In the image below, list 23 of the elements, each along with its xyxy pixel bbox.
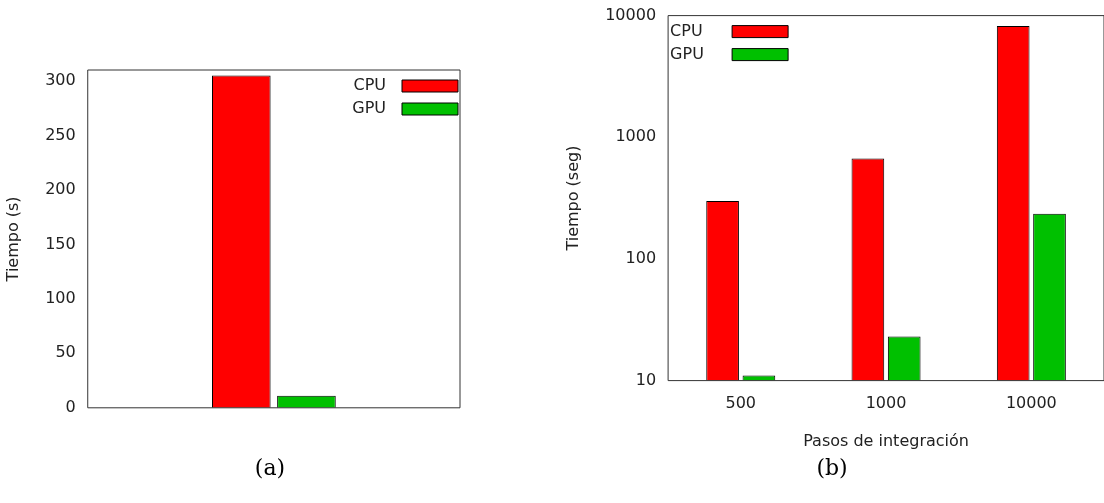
- legend-label: GPU: [352, 98, 386, 118]
- y-tick-label: 150: [45, 233, 76, 253]
- y-tick-label: 50: [55, 342, 76, 362]
- x-tick-label: 1000: [865, 393, 907, 413]
- legend-label: GPU: [670, 43, 704, 63]
- text: (a): [253, 455, 287, 480]
- y-axis-title: Tiempo (seg): [562, 145, 582, 252]
- y-tick-label: 10: [635, 369, 657, 389]
- x-tick-label: 500: [725, 393, 757, 413]
- y-axis-title: Tiempo (s): [2, 196, 22, 283]
- legend-label: CPU: [353, 75, 386, 95]
- y-tick-label: 200: [45, 179, 76, 199]
- y-tick-label: 300: [45, 70, 76, 90]
- x-axis-title: Pasos de integración: [803, 430, 969, 450]
- text: (b): [815, 455, 849, 480]
- y-tick-label: 100: [45, 287, 76, 307]
- y-tick-label: 250: [45, 124, 76, 144]
- y-tick-label: 1000: [615, 126, 657, 146]
- y-tick-label: 0: [65, 396, 76, 416]
- legend-label: CPU: [670, 20, 703, 40]
- y-tick-label: 10000: [605, 4, 657, 24]
- y-tick-label: 100: [625, 248, 657, 268]
- x-tick-label: 10000: [1005, 393, 1057, 413]
